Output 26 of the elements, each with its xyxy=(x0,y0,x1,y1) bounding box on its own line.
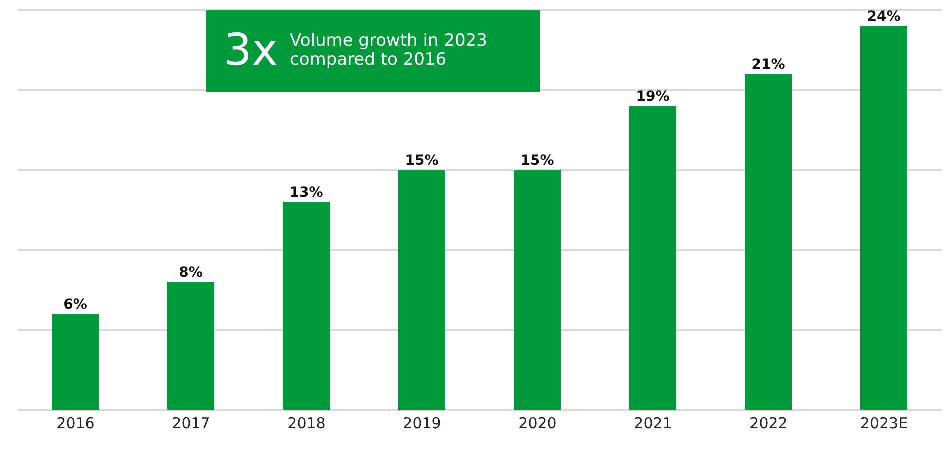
x-tick-label: 2021 xyxy=(634,414,672,433)
x-tick-label: 2016 xyxy=(56,414,95,433)
data-label: 19% xyxy=(636,89,670,105)
x-tick-label: 2023E xyxy=(860,414,908,433)
x-tick-label: 2019 xyxy=(403,414,442,433)
data-label: 15% xyxy=(520,153,554,169)
bar xyxy=(630,106,676,410)
bar xyxy=(514,170,561,410)
data-label: 13% xyxy=(290,185,324,201)
bar xyxy=(745,74,792,410)
annotation: 3x xyxy=(224,25,278,76)
x-tick-label: 2022 xyxy=(750,414,788,433)
bar xyxy=(52,314,99,410)
bar xyxy=(860,26,908,410)
x-tick-label: 2020 xyxy=(518,414,557,433)
data-label: 8% xyxy=(179,265,203,281)
data-label: 24% xyxy=(867,9,901,25)
annotation: Volume growth in 2023 compared to 2016 xyxy=(290,31,488,70)
bar xyxy=(283,202,330,410)
data-label: 21% xyxy=(752,57,786,73)
data-label: 15% xyxy=(405,153,439,169)
x-tick-label: 2017 xyxy=(172,414,210,433)
bar xyxy=(168,282,214,410)
data-label: 6% xyxy=(64,297,88,313)
bar xyxy=(398,170,446,410)
x-tick-label: 2018 xyxy=(288,414,326,433)
